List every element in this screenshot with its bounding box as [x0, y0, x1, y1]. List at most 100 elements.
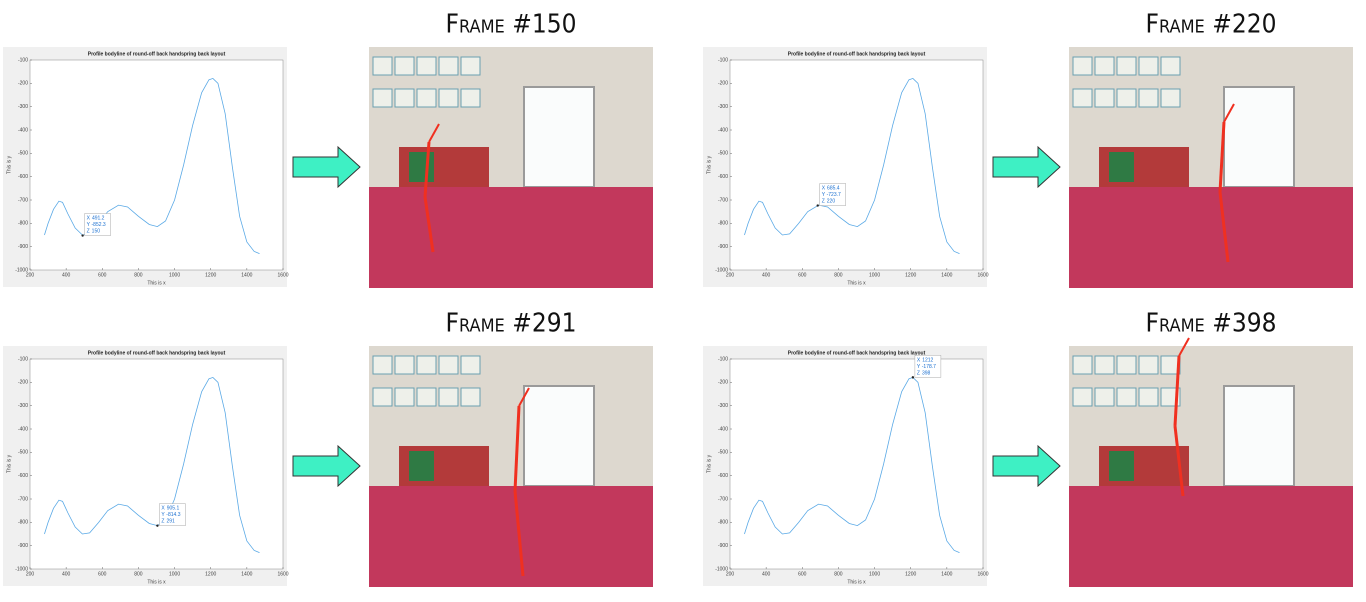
- x-tick-label: 400: [762, 571, 771, 577]
- photo-banner: [1072, 56, 1093, 76]
- x-tick-label: 1000: [169, 571, 180, 577]
- photo-mats: [1109, 152, 1134, 182]
- x-tick-label: 1400: [241, 571, 252, 577]
- photo-banner: [1160, 355, 1181, 375]
- x-tick-label: 600: [798, 272, 807, 278]
- pose-line: [513, 490, 525, 577]
- x-tick-label: 1400: [941, 272, 952, 278]
- x-tick-label: 1200: [905, 272, 916, 278]
- y-tick-label: -500: [18, 450, 28, 456]
- datatip-label: Z: [822, 199, 825, 205]
- photo-banner: [1160, 88, 1181, 108]
- photo-banner: [1094, 88, 1115, 108]
- arrow: [992, 444, 1061, 488]
- datatip-text: X 1212: [917, 358, 934, 364]
- y-tick-label: -900: [18, 543, 28, 549]
- datatip-label: Z: [917, 371, 920, 377]
- photo-banner: [372, 56, 393, 76]
- chart-title: Profile bodyline of round-off back hands…: [788, 350, 926, 356]
- y-axis-label: This is y: [706, 454, 712, 473]
- x-tick-label: 200: [726, 571, 735, 577]
- chart-title: Profile bodyline of round-off back hands…: [788, 51, 926, 57]
- line: [744, 77, 960, 255]
- photo-banner: [394, 387, 415, 407]
- datatip-label: X: [161, 506, 165, 512]
- y-tick-label: -900: [718, 244, 728, 250]
- datatip-label: X: [917, 358, 921, 364]
- photo-mats: [409, 152, 434, 182]
- x-tick-label: 400: [62, 571, 71, 577]
- frame-title: Frame #291: [446, 309, 577, 339]
- datatip-box: [914, 355, 942, 378]
- y-tick-label: -600: [18, 473, 28, 479]
- photo-banner: [438, 88, 459, 108]
- photo-banner: [416, 387, 437, 407]
- datatip-label: Z: [87, 229, 90, 235]
- panel: Profile bodyline of round-off back hands…: [3, 309, 653, 587]
- x-tick-label: 400: [62, 272, 71, 278]
- plot-area: [29, 59, 284, 271]
- pose-line: [1173, 425, 1185, 497]
- datatip-value: 220: [827, 199, 836, 205]
- datatip-text: Y -814.3: [161, 512, 180, 518]
- datatip-text: Z 150: [87, 229, 101, 235]
- photo-banner: [1072, 88, 1093, 108]
- photo-floor: [1069, 486, 1353, 587]
- y-tick-label: -900: [18, 244, 28, 250]
- photo-banner: [460, 387, 481, 407]
- y-tick-label: -400: [18, 426, 28, 432]
- y-tick-label: -500: [718, 450, 728, 456]
- x-tick-label: 600: [98, 571, 107, 577]
- datatip-box: [84, 213, 111, 236]
- line: [44, 77, 260, 255]
- datatip-point: [156, 524, 159, 527]
- pose-line: [518, 387, 530, 407]
- y-tick-label: -800: [718, 520, 728, 526]
- photo-window: [523, 385, 595, 487]
- pose-line: [423, 196, 435, 253]
- datatip-text: Z 398: [917, 371, 931, 377]
- datatip-text: X 905.1: [161, 506, 179, 512]
- y-tick-label: -400: [718, 127, 728, 133]
- x-tick-label: 1600: [277, 272, 288, 278]
- photo-floor: [1069, 187, 1353, 288]
- photo-banner: [372, 355, 393, 375]
- x-tick-label: 200: [26, 272, 35, 278]
- plot-area: [729, 358, 984, 570]
- frame-title: Frame #398: [1146, 309, 1277, 339]
- y-tick-label: -1000: [15, 267, 28, 273]
- datatip-box: [159, 503, 186, 526]
- photo-banner: [1138, 56, 1159, 76]
- frame-title: Frame #220: [1146, 10, 1277, 40]
- pose-line: [423, 141, 431, 198]
- panel: Profile bodyline of round-off back hands…: [703, 309, 1353, 587]
- photo-banner: [416, 88, 437, 108]
- photo-banner: [438, 56, 459, 76]
- datatip-value: 685.4: [827, 186, 840, 192]
- photo-banner: [1116, 387, 1137, 407]
- x-tick-label: 1000: [869, 272, 880, 278]
- panel: Profile bodyline of round-off back hands…: [703, 10, 1353, 288]
- y-tick-label: -100: [718, 356, 728, 362]
- x-tick-label: 1400: [241, 272, 252, 278]
- datatip-text: Z 220: [822, 199, 836, 205]
- x-axis-label: This is x: [847, 280, 866, 286]
- datatip-text: X 491.2: [87, 216, 105, 222]
- y-axis-label: This is y: [6, 155, 12, 174]
- datatip-value: 905.1: [167, 506, 180, 512]
- y-tick-label: -200: [718, 380, 728, 386]
- photo-banner: [1072, 355, 1093, 375]
- y-axis-label: This is y: [706, 155, 712, 174]
- plot-area: [29, 358, 284, 570]
- panel: Profile bodyline of round-off back hands…: [3, 10, 653, 288]
- y-tick-label: -300: [718, 403, 728, 409]
- y-tick-label: -700: [718, 197, 728, 203]
- x-tick-label: 1600: [977, 571, 988, 577]
- y-tick-label: -700: [18, 197, 28, 203]
- pose-line: [1223, 103, 1235, 123]
- x-tick-label: 1200: [205, 272, 216, 278]
- photo-banner: [416, 56, 437, 76]
- photo-banner: [1094, 56, 1115, 76]
